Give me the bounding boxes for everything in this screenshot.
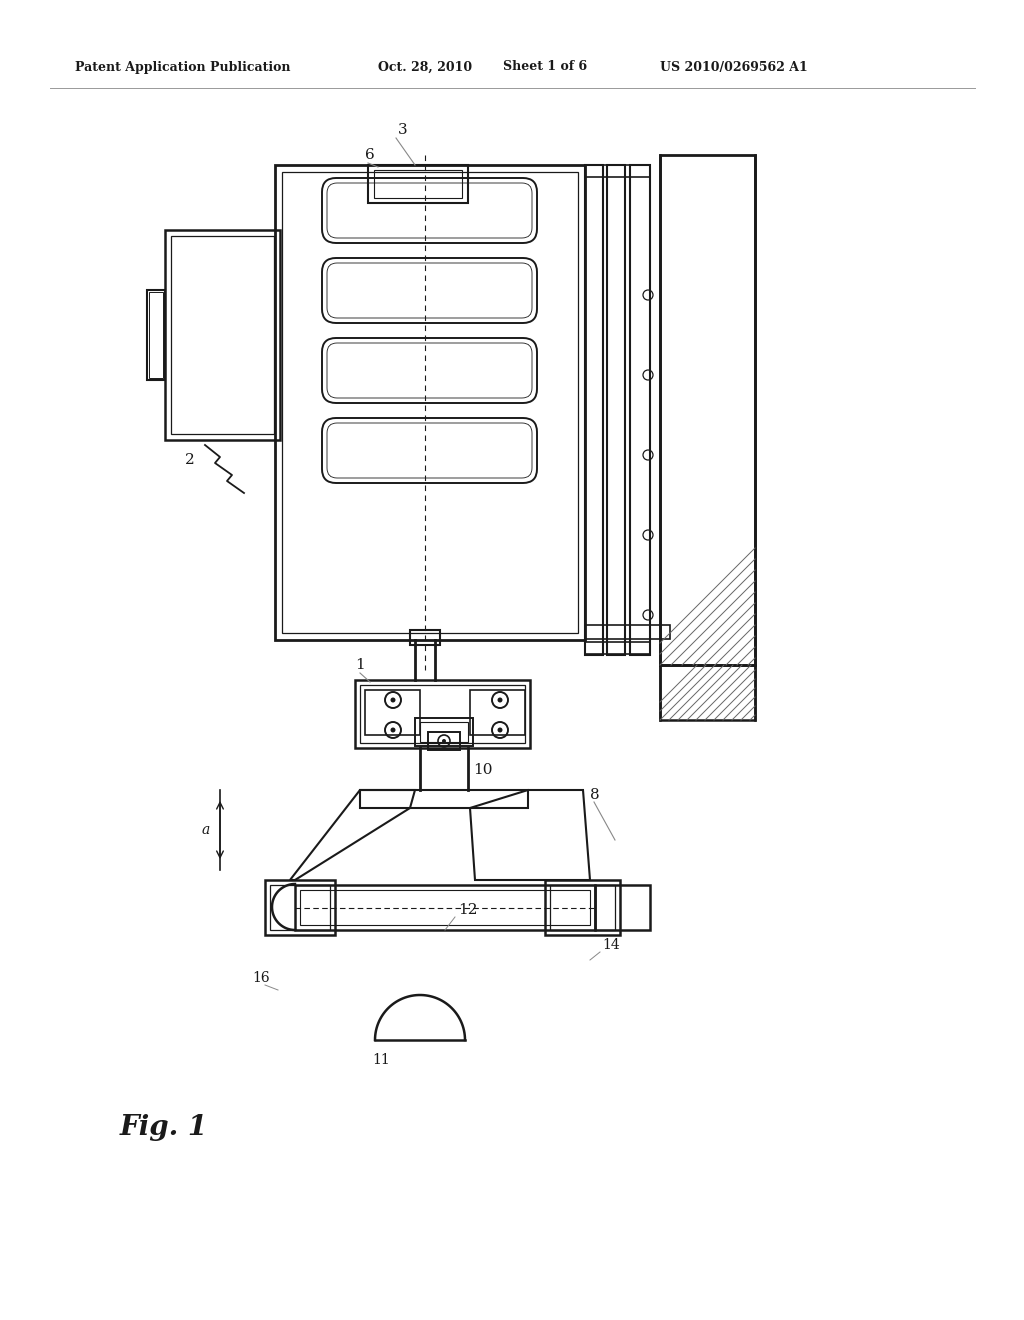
Bar — [295, 884, 595, 931]
Text: US 2010/0269562 A1: US 2010/0269562 A1 — [660, 61, 808, 74]
Text: 1: 1 — [355, 657, 365, 672]
Bar — [360, 685, 525, 743]
Bar — [147, 290, 165, 380]
Text: 6: 6 — [365, 148, 375, 162]
Bar — [415, 718, 473, 746]
Bar — [607, 165, 625, 655]
Bar — [595, 884, 650, 931]
Bar — [585, 624, 670, 639]
Bar — [660, 154, 755, 665]
Circle shape — [390, 727, 395, 733]
Bar — [428, 733, 460, 750]
Bar — [410, 630, 440, 645]
Text: 11: 11 — [372, 1053, 390, 1067]
Circle shape — [498, 727, 503, 733]
Bar — [360, 789, 528, 808]
Bar — [660, 665, 755, 719]
Circle shape — [442, 739, 446, 743]
Bar — [270, 884, 330, 931]
Text: 12: 12 — [458, 903, 477, 917]
Bar — [585, 165, 650, 177]
Text: 8: 8 — [590, 788, 600, 803]
Bar — [365, 690, 420, 735]
Text: Fig. 1: Fig. 1 — [120, 1114, 208, 1140]
Bar — [585, 165, 603, 655]
Text: Oct. 28, 2010: Oct. 28, 2010 — [378, 61, 472, 74]
Text: Patent Application Publication: Patent Application Publication — [75, 61, 291, 74]
Text: 10: 10 — [473, 763, 493, 777]
Bar — [165, 230, 280, 440]
Bar — [545, 880, 620, 935]
Bar — [368, 165, 468, 203]
Text: 16: 16 — [252, 972, 269, 985]
Bar — [282, 172, 578, 634]
Circle shape — [390, 697, 395, 702]
Bar — [265, 880, 335, 935]
Bar — [300, 890, 590, 925]
Bar — [150, 292, 163, 378]
Text: 14: 14 — [602, 939, 620, 952]
Circle shape — [498, 697, 503, 702]
Bar — [550, 884, 615, 931]
Text: 2: 2 — [185, 453, 195, 467]
Bar — [420, 722, 468, 742]
Bar — [374, 170, 462, 198]
Text: Sheet 1 of 6: Sheet 1 of 6 — [503, 61, 587, 74]
Bar — [470, 690, 525, 735]
Text: a: a — [202, 822, 210, 837]
Bar — [275, 165, 585, 640]
Bar — [171, 236, 274, 434]
Bar — [280, 880, 600, 935]
Bar — [585, 642, 650, 653]
Text: 3: 3 — [398, 123, 408, 137]
Bar — [630, 165, 650, 655]
Bar — [355, 680, 530, 748]
